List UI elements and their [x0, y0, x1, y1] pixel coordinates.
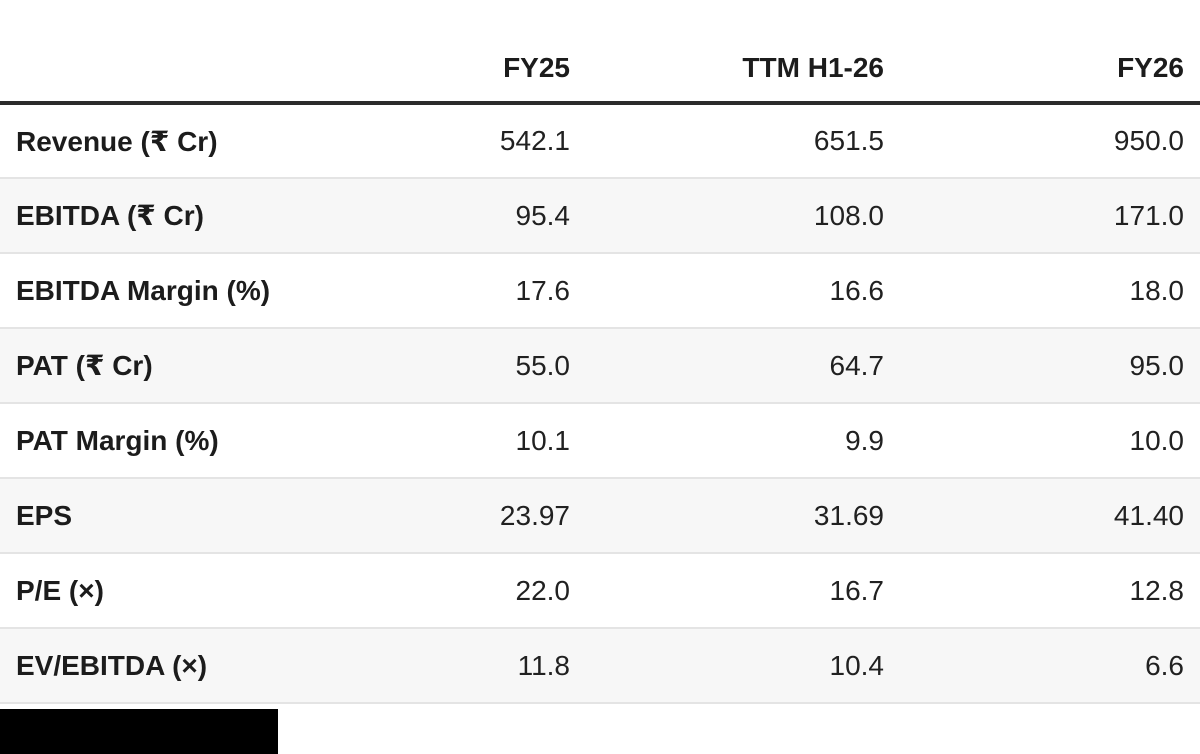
cell-value: 64.7 [586, 328, 900, 404]
row-label: P/E (×) [0, 553, 306, 629]
cell-value: 12.8 [900, 553, 1200, 629]
row-label: EBITDA (₹ Cr) [0, 178, 306, 254]
table-row-ebitda: EBITDA (₹ Cr) 95.4 108.0 171.0 [0, 178, 1200, 254]
cell-value: 10.4 [586, 628, 900, 704]
cell-value: 542.1 [306, 103, 586, 179]
cell-value: 171.0 [900, 178, 1200, 254]
cell-value: 9.9 [586, 403, 900, 479]
cell-value: 10.0 [900, 403, 1200, 479]
cell-value: 31.69 [586, 478, 900, 554]
cell-value: 17.6 [306, 253, 586, 329]
table-row-ebitda-margin: EBITDA Margin (%) 17.6 16.6 18.0 [0, 253, 1200, 329]
table-row-revenue: Revenue (₹ Cr) 542.1 651.5 950.0 [0, 103, 1200, 179]
table-body: Revenue (₹ Cr) 542.1 651.5 950.0 EBITDA … [0, 103, 1200, 704]
financial-metrics-table: FY25 TTM H1-26 FY26 Revenue (₹ Cr) 542.1… [0, 0, 1200, 704]
table-row-ev-ebitda: EV/EBITDA (×) 11.8 10.4 6.6 [0, 628, 1200, 704]
cell-value: 22.0 [306, 553, 586, 629]
table-row-eps: EPS 23.97 31.69 41.40 [0, 478, 1200, 554]
column-header-fy25: FY25 [306, 0, 586, 105]
cell-value: 95.4 [306, 178, 586, 254]
cell-value: 6.6 [900, 628, 1200, 704]
row-label: EV/EBITDA (×) [0, 628, 306, 704]
cell-value: 10.1 [306, 403, 586, 479]
table-row-pat-margin: PAT Margin (%) 10.1 9.9 10.0 [0, 403, 1200, 479]
row-label: PAT Margin (%) [0, 403, 306, 479]
column-header-ttm-h1-26: TTM H1-26 [586, 0, 900, 105]
header-row: FY25 TTM H1-26 FY26 [0, 0, 1200, 105]
cell-value: 16.6 [586, 253, 900, 329]
table-header: FY25 TTM H1-26 FY26 [0, 0, 1200, 105]
redaction-box [0, 709, 278, 754]
column-header-metric [0, 0, 306, 105]
column-header-fy26: FY26 [900, 0, 1200, 105]
cell-value: 18.0 [900, 253, 1200, 329]
row-label: PAT (₹ Cr) [0, 328, 306, 404]
cell-value: 23.97 [306, 478, 586, 554]
row-label: Revenue (₹ Cr) [0, 103, 306, 179]
cell-value: 651.5 [586, 103, 900, 179]
cell-value: 41.40 [900, 478, 1200, 554]
table-row-pat: PAT (₹ Cr) 55.0 64.7 95.0 [0, 328, 1200, 404]
cell-value: 11.8 [306, 628, 586, 704]
cell-value: 55.0 [306, 328, 586, 404]
cell-value: 108.0 [586, 178, 900, 254]
row-label: EPS [0, 478, 306, 554]
cell-value: 16.7 [586, 553, 900, 629]
table-row-pe: P/E (×) 22.0 16.7 12.8 [0, 553, 1200, 629]
cell-value: 95.0 [900, 328, 1200, 404]
cell-value: 950.0 [900, 103, 1200, 179]
row-label: EBITDA Margin (%) [0, 253, 306, 329]
